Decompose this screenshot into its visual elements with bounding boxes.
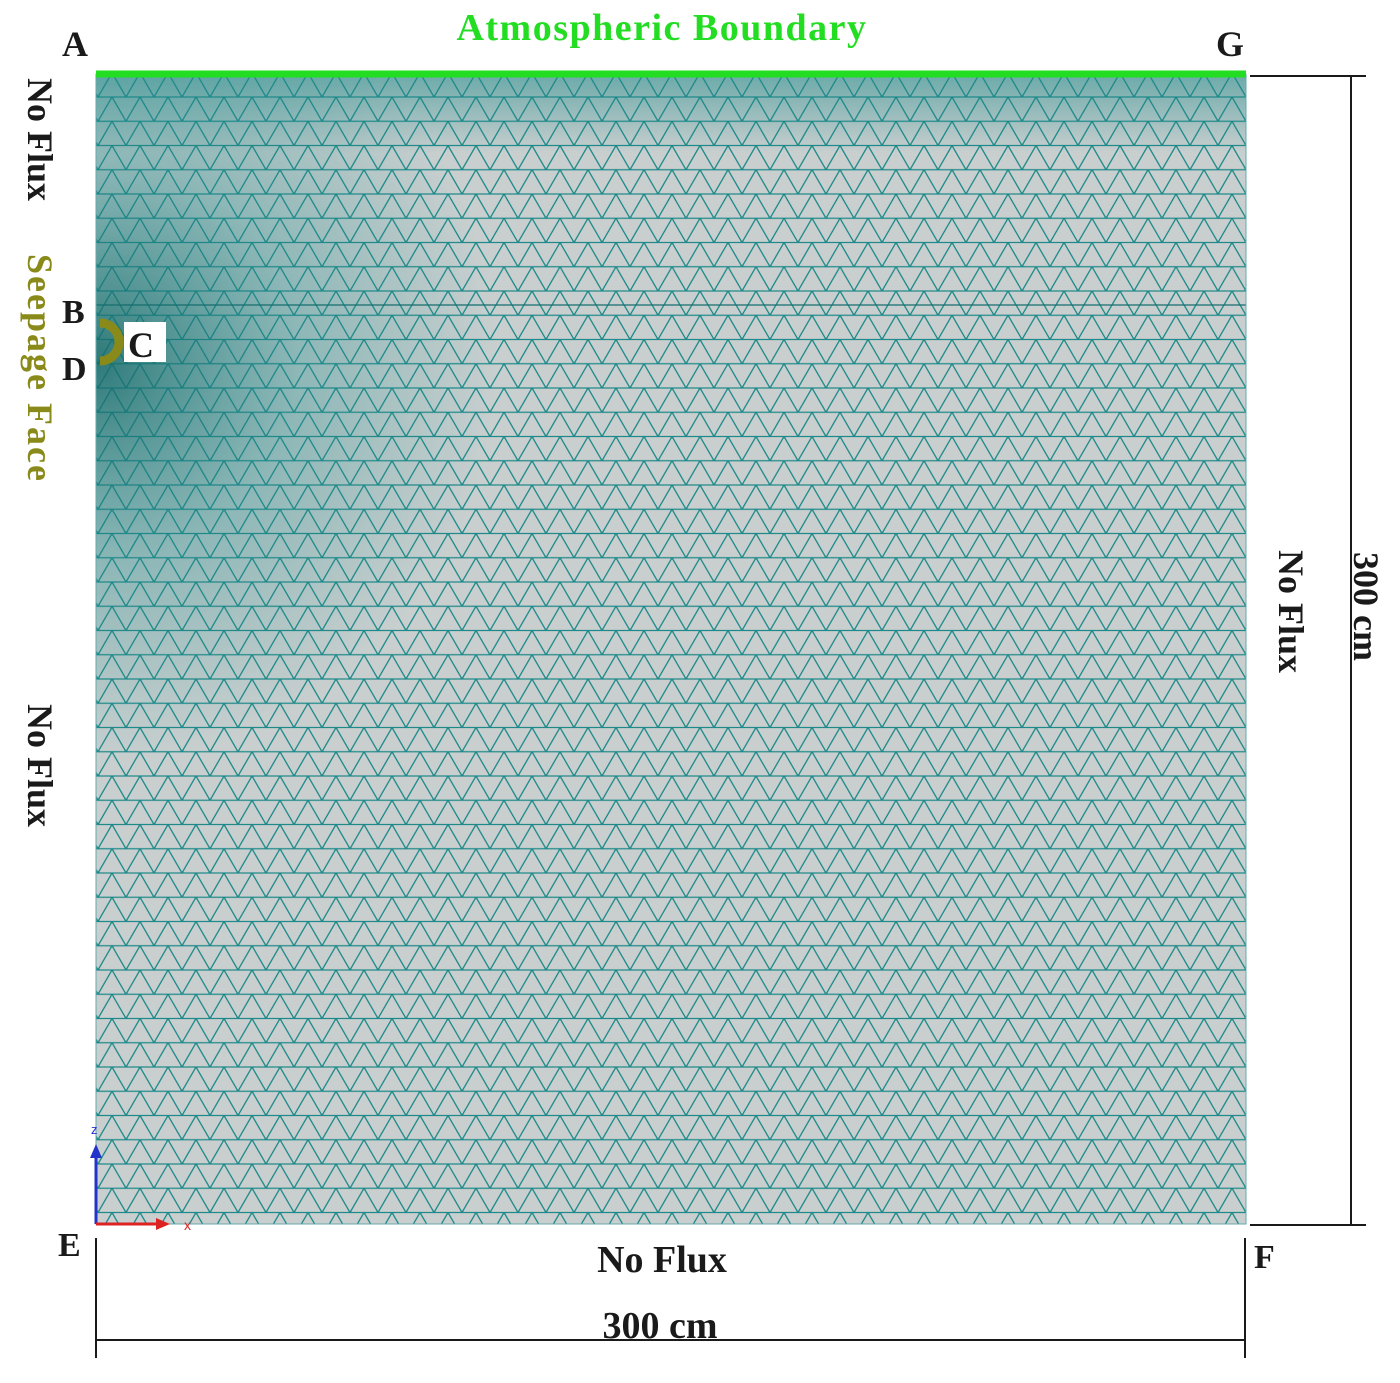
seepage-face-marker	[99, 318, 124, 366]
z-axis-label: z	[91, 1122, 98, 1137]
corner-label-g: G	[1216, 24, 1244, 64]
mesh-refinement-zone	[96, 74, 1246, 1224]
seepage-face-label: Seepage Face	[20, 254, 60, 483]
bottom-no-flux-label: No Flux	[597, 1239, 727, 1281]
corner-label-d: D	[62, 351, 87, 388]
corner-label-b: B	[62, 294, 85, 331]
corner-label-c-bg	[124, 322, 166, 362]
width-dimension	[95, 1238, 1246, 1358]
height-dimension-label: 300 cm	[1346, 552, 1386, 661]
corner-label-a: A	[62, 24, 88, 64]
corner-label-e: E	[58, 1227, 81, 1264]
width-dimension-label: 300 cm	[602, 1305, 717, 1347]
right-no-flux-label: No Flux	[1271, 550, 1311, 673]
x-axis-label: x	[184, 1217, 191, 1233]
atmospheric-boundary-label: Atmospheric Boundary	[456, 7, 867, 49]
corner-label-f: F	[1254, 1239, 1275, 1276]
height-dimension	[1250, 75, 1366, 1226]
left-top-no-flux-label: No Flux	[20, 78, 60, 201]
left-bottom-no-flux-label: No Flux	[20, 704, 60, 827]
corner-label-c: C	[128, 325, 154, 365]
axis-indicator: z x	[90, 1122, 191, 1233]
